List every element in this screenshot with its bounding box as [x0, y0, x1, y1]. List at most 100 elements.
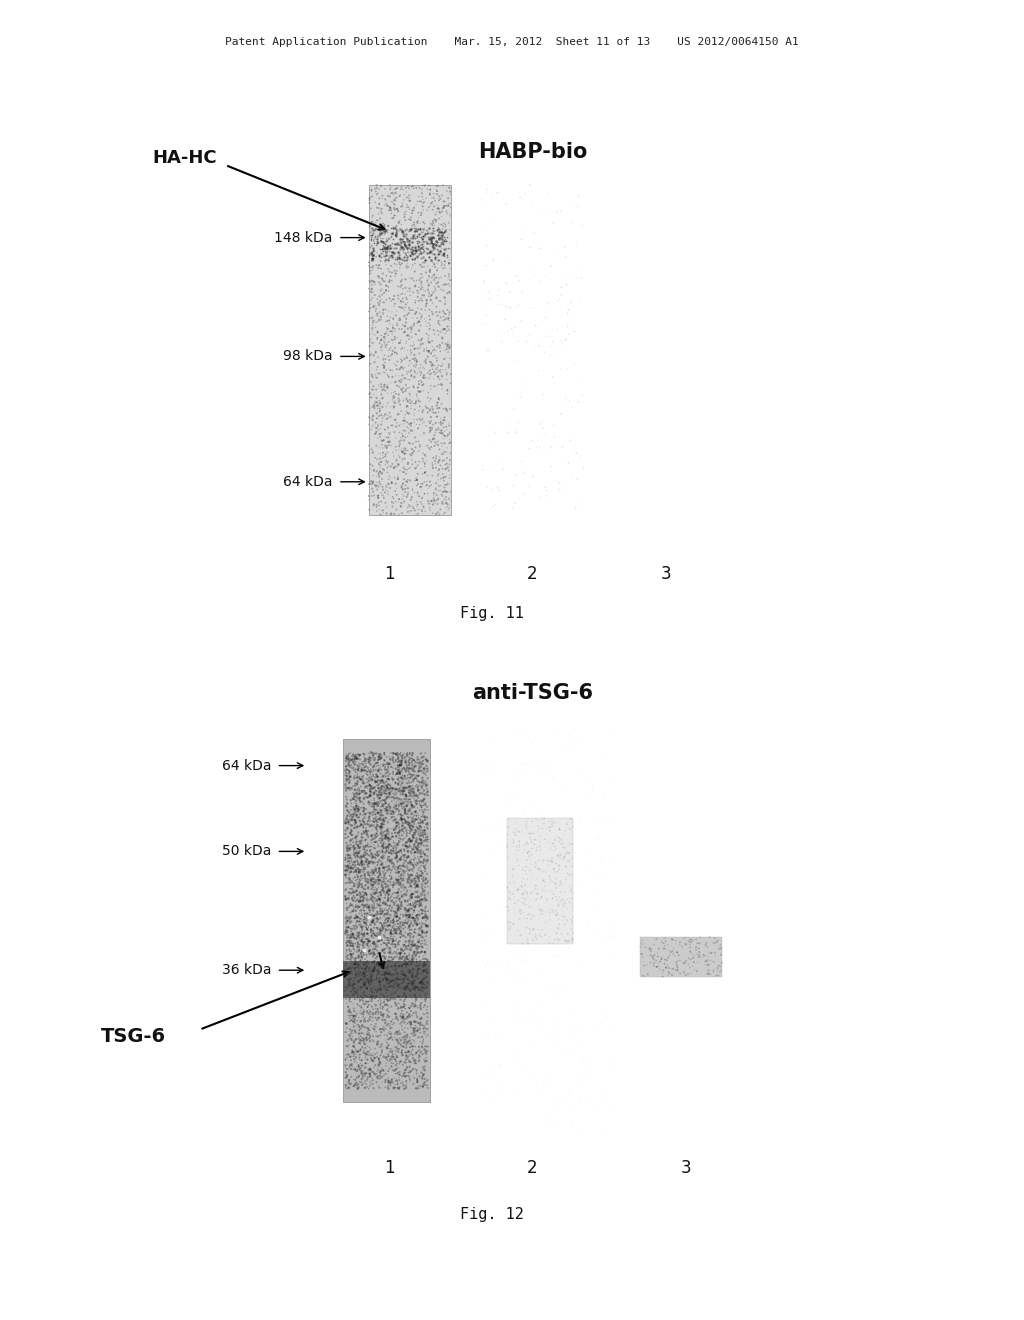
Point [431, 219, 447, 240]
Point [411, 834, 427, 855]
Point [371, 845, 387, 866]
Point [523, 866, 540, 887]
Point [403, 865, 420, 886]
Point [380, 1002, 396, 1023]
Point [369, 255, 385, 276]
Point [379, 1036, 395, 1057]
Point [368, 871, 384, 892]
Point [398, 1044, 415, 1065]
Point [553, 845, 569, 866]
Point [375, 808, 391, 829]
Point [392, 891, 409, 912]
Point [366, 882, 382, 903]
Point [411, 942, 427, 964]
Point [542, 816, 558, 837]
Point [356, 768, 373, 789]
Point [388, 826, 404, 847]
Point [372, 888, 388, 909]
Point [387, 1048, 403, 1069]
Point [381, 828, 397, 849]
Point [417, 758, 433, 779]
Point [375, 986, 391, 1007]
Point [384, 228, 400, 249]
Point [381, 796, 397, 817]
Point [498, 296, 514, 317]
Point [402, 836, 419, 857]
Point [382, 781, 398, 803]
Point [361, 803, 378, 824]
Point [419, 751, 435, 772]
Point [421, 477, 437, 498]
Point [346, 814, 362, 836]
Point [565, 1113, 582, 1134]
Point [435, 246, 452, 267]
Point [440, 273, 457, 294]
Point [501, 887, 517, 908]
Point [369, 902, 385, 923]
Point [379, 239, 395, 260]
Point [370, 903, 386, 924]
Point [553, 891, 569, 912]
Point [685, 950, 701, 972]
Point [367, 273, 383, 294]
Point [342, 1002, 358, 1023]
Point [338, 775, 354, 796]
Point [549, 319, 565, 341]
Point [650, 953, 667, 974]
Point [368, 379, 384, 400]
Point [380, 779, 396, 800]
Point [531, 925, 548, 946]
Point [361, 750, 378, 771]
Point [411, 973, 427, 994]
Point [339, 746, 355, 767]
Point [400, 187, 417, 209]
Point [357, 1071, 374, 1092]
Point [351, 896, 368, 917]
Point [424, 401, 440, 422]
Point [364, 836, 380, 857]
Point [355, 900, 372, 921]
Point [373, 772, 389, 793]
Point [427, 209, 443, 230]
Point [366, 933, 382, 954]
Point [393, 275, 410, 296]
Point [409, 935, 425, 956]
Point [436, 409, 453, 430]
Point [371, 777, 387, 799]
Point [435, 422, 452, 444]
Point [350, 784, 367, 805]
Point [415, 842, 431, 863]
Point [400, 799, 417, 820]
Point [337, 847, 353, 869]
Point [360, 973, 377, 994]
Point [373, 385, 389, 407]
Point [527, 878, 544, 899]
Point [377, 246, 393, 267]
Point [366, 834, 382, 855]
Point [375, 231, 391, 252]
Point [407, 945, 423, 966]
Point [417, 309, 433, 330]
Point [341, 869, 357, 890]
Point [406, 178, 422, 199]
Point [677, 927, 693, 948]
Point [689, 961, 706, 982]
Point [397, 1041, 414, 1063]
Point [378, 822, 394, 843]
Point [421, 471, 437, 492]
Point [369, 880, 385, 902]
Point [406, 1030, 422, 1051]
Point [406, 441, 422, 462]
Point [391, 218, 408, 239]
Point [392, 309, 409, 330]
Point [356, 882, 373, 903]
Point [682, 957, 698, 978]
Point [399, 249, 416, 271]
Point [408, 836, 424, 857]
Point [361, 1010, 378, 1031]
Point [406, 962, 422, 983]
Point [370, 895, 386, 916]
Point [370, 1059, 386, 1080]
Point [401, 998, 418, 1019]
Point [369, 800, 385, 821]
